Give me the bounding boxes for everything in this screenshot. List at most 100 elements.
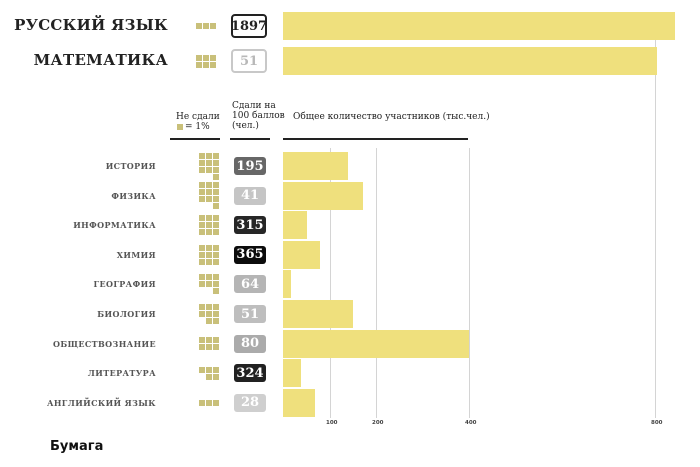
failed-square-icon	[213, 244, 219, 251]
hundred-score-badge: 315	[234, 216, 266, 235]
participants-header: Общее количество участников (тыс.чел.)	[293, 112, 490, 122]
failed-square-icon	[199, 196, 205, 203]
failed-square-icon	[213, 166, 219, 173]
hundred-header-line: (чел.)	[232, 121, 259, 131]
failed-square-icon	[199, 399, 205, 406]
failed-square-icon	[206, 244, 212, 251]
hundred-header-line: 100 баллов	[232, 111, 285, 121]
failed-square-icon	[213, 222, 219, 229]
failed-square-icon	[206, 215, 212, 222]
participants-bar	[283, 12, 675, 40]
failed-square-icon	[199, 152, 205, 159]
participants-bar	[283, 211, 307, 240]
failed-square-icon	[199, 337, 205, 344]
failed-square-icon	[199, 182, 205, 189]
hundred-score-badge: 80	[234, 334, 266, 353]
hundred-score-badge: 1897	[231, 14, 267, 38]
failed-square-icon	[213, 311, 219, 317]
hundred-score-badge: 51	[231, 49, 267, 73]
failed-square-icon	[199, 229, 205, 236]
failed-square-icon	[210, 61, 216, 68]
subject-label: АНГЛИЙСКИЙ ЯЗЫК	[46, 397, 156, 408]
failed-square-icon	[213, 251, 219, 258]
failed-square-icon	[199, 159, 205, 166]
failed-square-icon	[199, 251, 205, 258]
legend-square-icon	[177, 124, 183, 130]
gridline	[469, 148, 470, 418]
failed-square-icon	[206, 366, 212, 373]
subject-label: ЛИТЕРАТУРА	[87, 368, 156, 379]
failed-square-icon	[210, 23, 216, 29]
hundred-header: Сдали на 100 баллов (чел.)	[232, 101, 285, 131]
failed-square-icon	[196, 23, 202, 29]
failed-square-icon	[206, 229, 212, 236]
failed-square-icon	[213, 399, 219, 406]
failed-square-icon	[206, 222, 212, 229]
failed-square-icon	[206, 258, 212, 265]
hundred-score-badge: 195	[234, 157, 266, 175]
failed-square-icon	[199, 222, 205, 229]
failed-square-icon	[199, 215, 205, 222]
failed-square-icon	[213, 344, 219, 351]
failed-square-icon	[199, 281, 205, 288]
header-rule-hundred	[230, 138, 270, 140]
hundred-score-badge: 28	[234, 393, 266, 412]
participants-bar	[283, 329, 469, 358]
failed-header: Не сдали	[176, 112, 220, 122]
failed-square-icon	[213, 304, 219, 310]
failed-square-icon	[213, 159, 219, 166]
participants-bar	[283, 388, 315, 417]
participants-bar	[283, 300, 353, 328]
failed-square-icon	[206, 337, 212, 344]
failed-square-icon	[210, 54, 216, 61]
participants-bar	[283, 181, 363, 210]
failed-square-icon	[206, 182, 212, 189]
main-subject-label: РУССКИЙ ЯЗЫК	[14, 16, 168, 34]
subject-label: ГЕОГРАФИЯ	[93, 279, 156, 290]
failed-square-icon	[213, 281, 219, 288]
hundred-score-badge: 324	[234, 364, 266, 383]
failed-square-icon	[203, 23, 209, 29]
x-tick-label: 100	[326, 420, 338, 426]
failed-square-icon	[203, 61, 209, 68]
failed-square-icon	[206, 166, 212, 173]
failed-square-icon	[206, 251, 212, 258]
hundred-header-line: Сдали на	[232, 101, 276, 111]
gridline	[330, 148, 331, 418]
x-tick-label: 400	[465, 420, 477, 426]
participants-bar	[283, 152, 348, 180]
failed-square-icon	[199, 244, 205, 251]
failed-square-icon	[203, 54, 209, 61]
failed-square-icon	[199, 304, 205, 310]
failed-square-icon	[199, 311, 205, 317]
failed-square-icon	[206, 373, 212, 380]
failed-square-icon	[213, 182, 219, 189]
header-rule-participants	[283, 138, 468, 140]
hundred-score-badge: 64	[234, 275, 266, 294]
failed-square-icon	[213, 189, 219, 196]
hundred-score-badge: 365	[234, 245, 266, 264]
failed-square-icon	[199, 274, 205, 281]
failed-square-icon	[213, 373, 219, 380]
subject-label: ОБЩЕСТВОЗНАНИЕ	[53, 338, 156, 349]
failed-square-icon	[213, 274, 219, 281]
logo: Бумага	[50, 439, 104, 454]
failed-square-icon	[206, 196, 212, 203]
failed-square-icon	[213, 288, 219, 295]
failed-square-icon	[213, 337, 219, 344]
failed-square-icon	[213, 258, 219, 265]
participants-bar	[283, 270, 291, 299]
failed-square-icon	[213, 229, 219, 236]
x-tick-label: 800	[651, 420, 663, 426]
subject-label: ХИМИЯ	[116, 249, 156, 260]
failed-square-icon	[206, 159, 212, 166]
participants-bar	[283, 359, 301, 388]
failed-legend: = 1%	[185, 122, 210, 132]
failed-square-icon	[213, 215, 219, 222]
subject-label: ИНФОРМАТИКА	[73, 220, 156, 231]
participants-bar	[283, 47, 657, 75]
subject-label: ИСТОРИЯ	[105, 161, 156, 171]
failed-square-icon	[206, 152, 212, 159]
failed-square-icon	[213, 203, 219, 210]
gridline	[655, 12, 656, 418]
